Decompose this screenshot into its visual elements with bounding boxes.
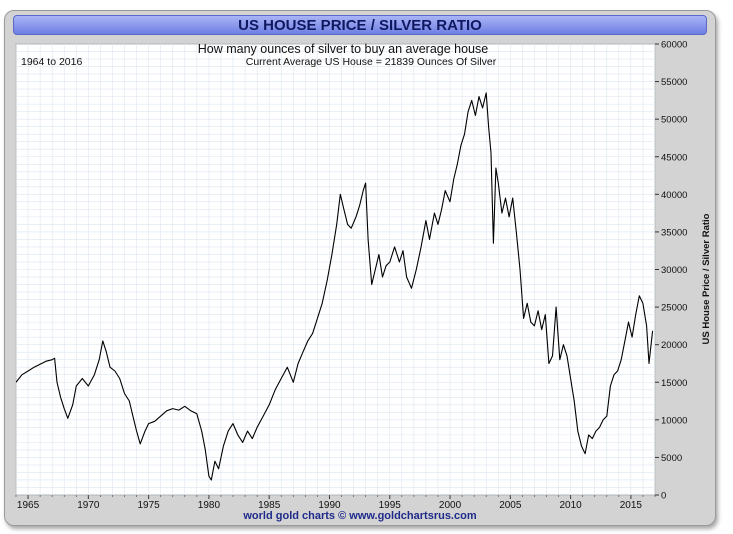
y-tick-label: 30000 [661, 265, 687, 276]
grid-lines [15, 43, 656, 496]
x-tick-label: 2005 [499, 500, 522, 511]
current-value-note: Current Average US House = 21839 Ounces … [246, 56, 497, 68]
y-tick-label: 55000 [661, 77, 687, 88]
y-tick-label: 5000 [661, 453, 682, 464]
y-tick-label: 35000 [661, 227, 687, 238]
y-tick-label: 45000 [661, 152, 687, 163]
chart-footer: world gold charts © www.goldchartsrus.co… [243, 510, 477, 522]
chart-title: US HOUSE PRICE / SILVER RATIO [13, 15, 707, 35]
x-tick-label: 1995 [379, 500, 402, 511]
x-tick-label: 1990 [318, 500, 341, 511]
y-tick-label: 20000 [661, 340, 687, 351]
x-tick-label: 1970 [77, 500, 100, 511]
y-tick-label: 10000 [661, 415, 687, 426]
chart-frame: US HOUSE PRICE / SILVER RATIO 1965 1970 19… [4, 10, 716, 526]
y-tick-label: 15000 [661, 378, 687, 389]
chart-svg: 1965 1970 1975 1980 1985 1990 1995 2000 2005 2010… [15, 40, 712, 511]
ratio-line [16, 92, 654, 481]
y-axis-label: US House Price / Silver Ratio [701, 213, 712, 344]
chart-subtitle: How many ounces of silver to buy an aver… [198, 42, 488, 56]
y-tick-label: 40000 [661, 190, 687, 201]
x-tick-label: 1985 [258, 500, 281, 511]
x-tick-label: 1975 [137, 500, 160, 511]
y-tick-label: 60000 [661, 40, 687, 51]
x-tick-label: 2015 [620, 500, 643, 511]
x-axis: 1965 1970 1975 1980 1985 1990 1995 2000 2005 2010… [15, 495, 656, 511]
x-tick-label: 2000 [439, 500, 462, 511]
y-axis: 0 5000 10000 15000 20000 25000 30000 35000 40000… [655, 40, 687, 502]
x-tick-label: 1965 [17, 500, 40, 511]
x-tick-label: 2010 [559, 500, 582, 511]
y-tick-label: 50000 [661, 115, 687, 126]
y-tick-label: 25000 [661, 303, 687, 314]
date-range-label: 1964 to 2016 [21, 56, 82, 68]
y-tick-label: 0 [661, 491, 666, 502]
x-tick-label: 1980 [198, 500, 221, 511]
